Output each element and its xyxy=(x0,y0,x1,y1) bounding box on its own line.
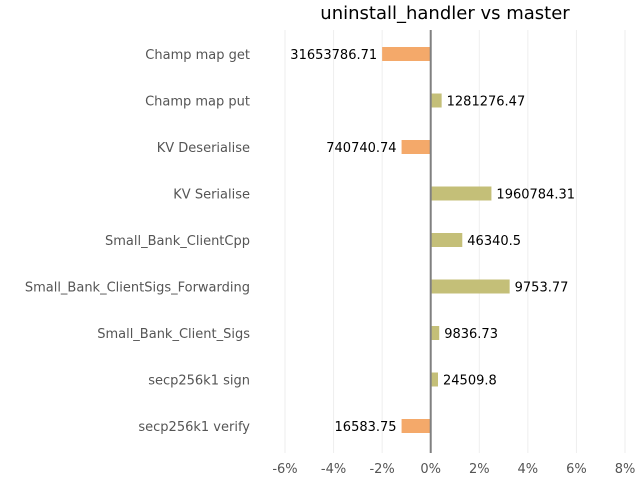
bar xyxy=(430,186,492,201)
category-label: Small_Bank_Client_Sigs xyxy=(97,327,250,342)
bar xyxy=(430,233,463,247)
category-label: Champ map get xyxy=(145,48,250,63)
data-label: 24509.8 xyxy=(443,374,497,389)
data-label: 9836.73 xyxy=(444,327,498,342)
x-tick-label: 2% xyxy=(469,462,490,477)
x-tick-label: 6% xyxy=(566,462,587,477)
x-tick-label: -4% xyxy=(321,462,346,477)
category-label: Small_Bank_ClientCpp xyxy=(105,234,250,249)
data-label: 46340.5 xyxy=(467,234,521,249)
category-label: KV Deserialise xyxy=(157,141,250,156)
data-label: 1960784.31 xyxy=(496,188,575,203)
x-tick-label: -6% xyxy=(272,462,297,477)
x-tick-label: 4% xyxy=(518,462,539,477)
category-label: Champ map put xyxy=(145,95,250,110)
x-tick-label: 0% xyxy=(420,462,441,477)
chart-title: uninstall_handler vs master xyxy=(320,3,570,24)
bar xyxy=(430,326,440,340)
bar xyxy=(430,279,510,294)
data-label: 740740.74 xyxy=(326,141,396,156)
category-label: Small_Bank_ClientSigs_Forwarding xyxy=(25,281,250,296)
category-label: secp256k1 verify xyxy=(138,420,250,435)
x-tick-label: 8% xyxy=(615,462,636,477)
data-label: 16583.75 xyxy=(335,420,397,435)
bar xyxy=(401,419,431,433)
bar xyxy=(382,47,431,61)
bar xyxy=(401,140,431,154)
data-label: 1281276.47 xyxy=(447,95,526,110)
category-label: KV Serialise xyxy=(173,188,250,203)
bar xyxy=(430,93,442,108)
data-label: 31653786.71 xyxy=(290,48,377,63)
data-label: 9753.77 xyxy=(515,281,569,296)
bar xyxy=(430,372,438,387)
x-tick-label: -2% xyxy=(369,462,394,477)
category-label: secp256k1 sign xyxy=(148,374,250,389)
